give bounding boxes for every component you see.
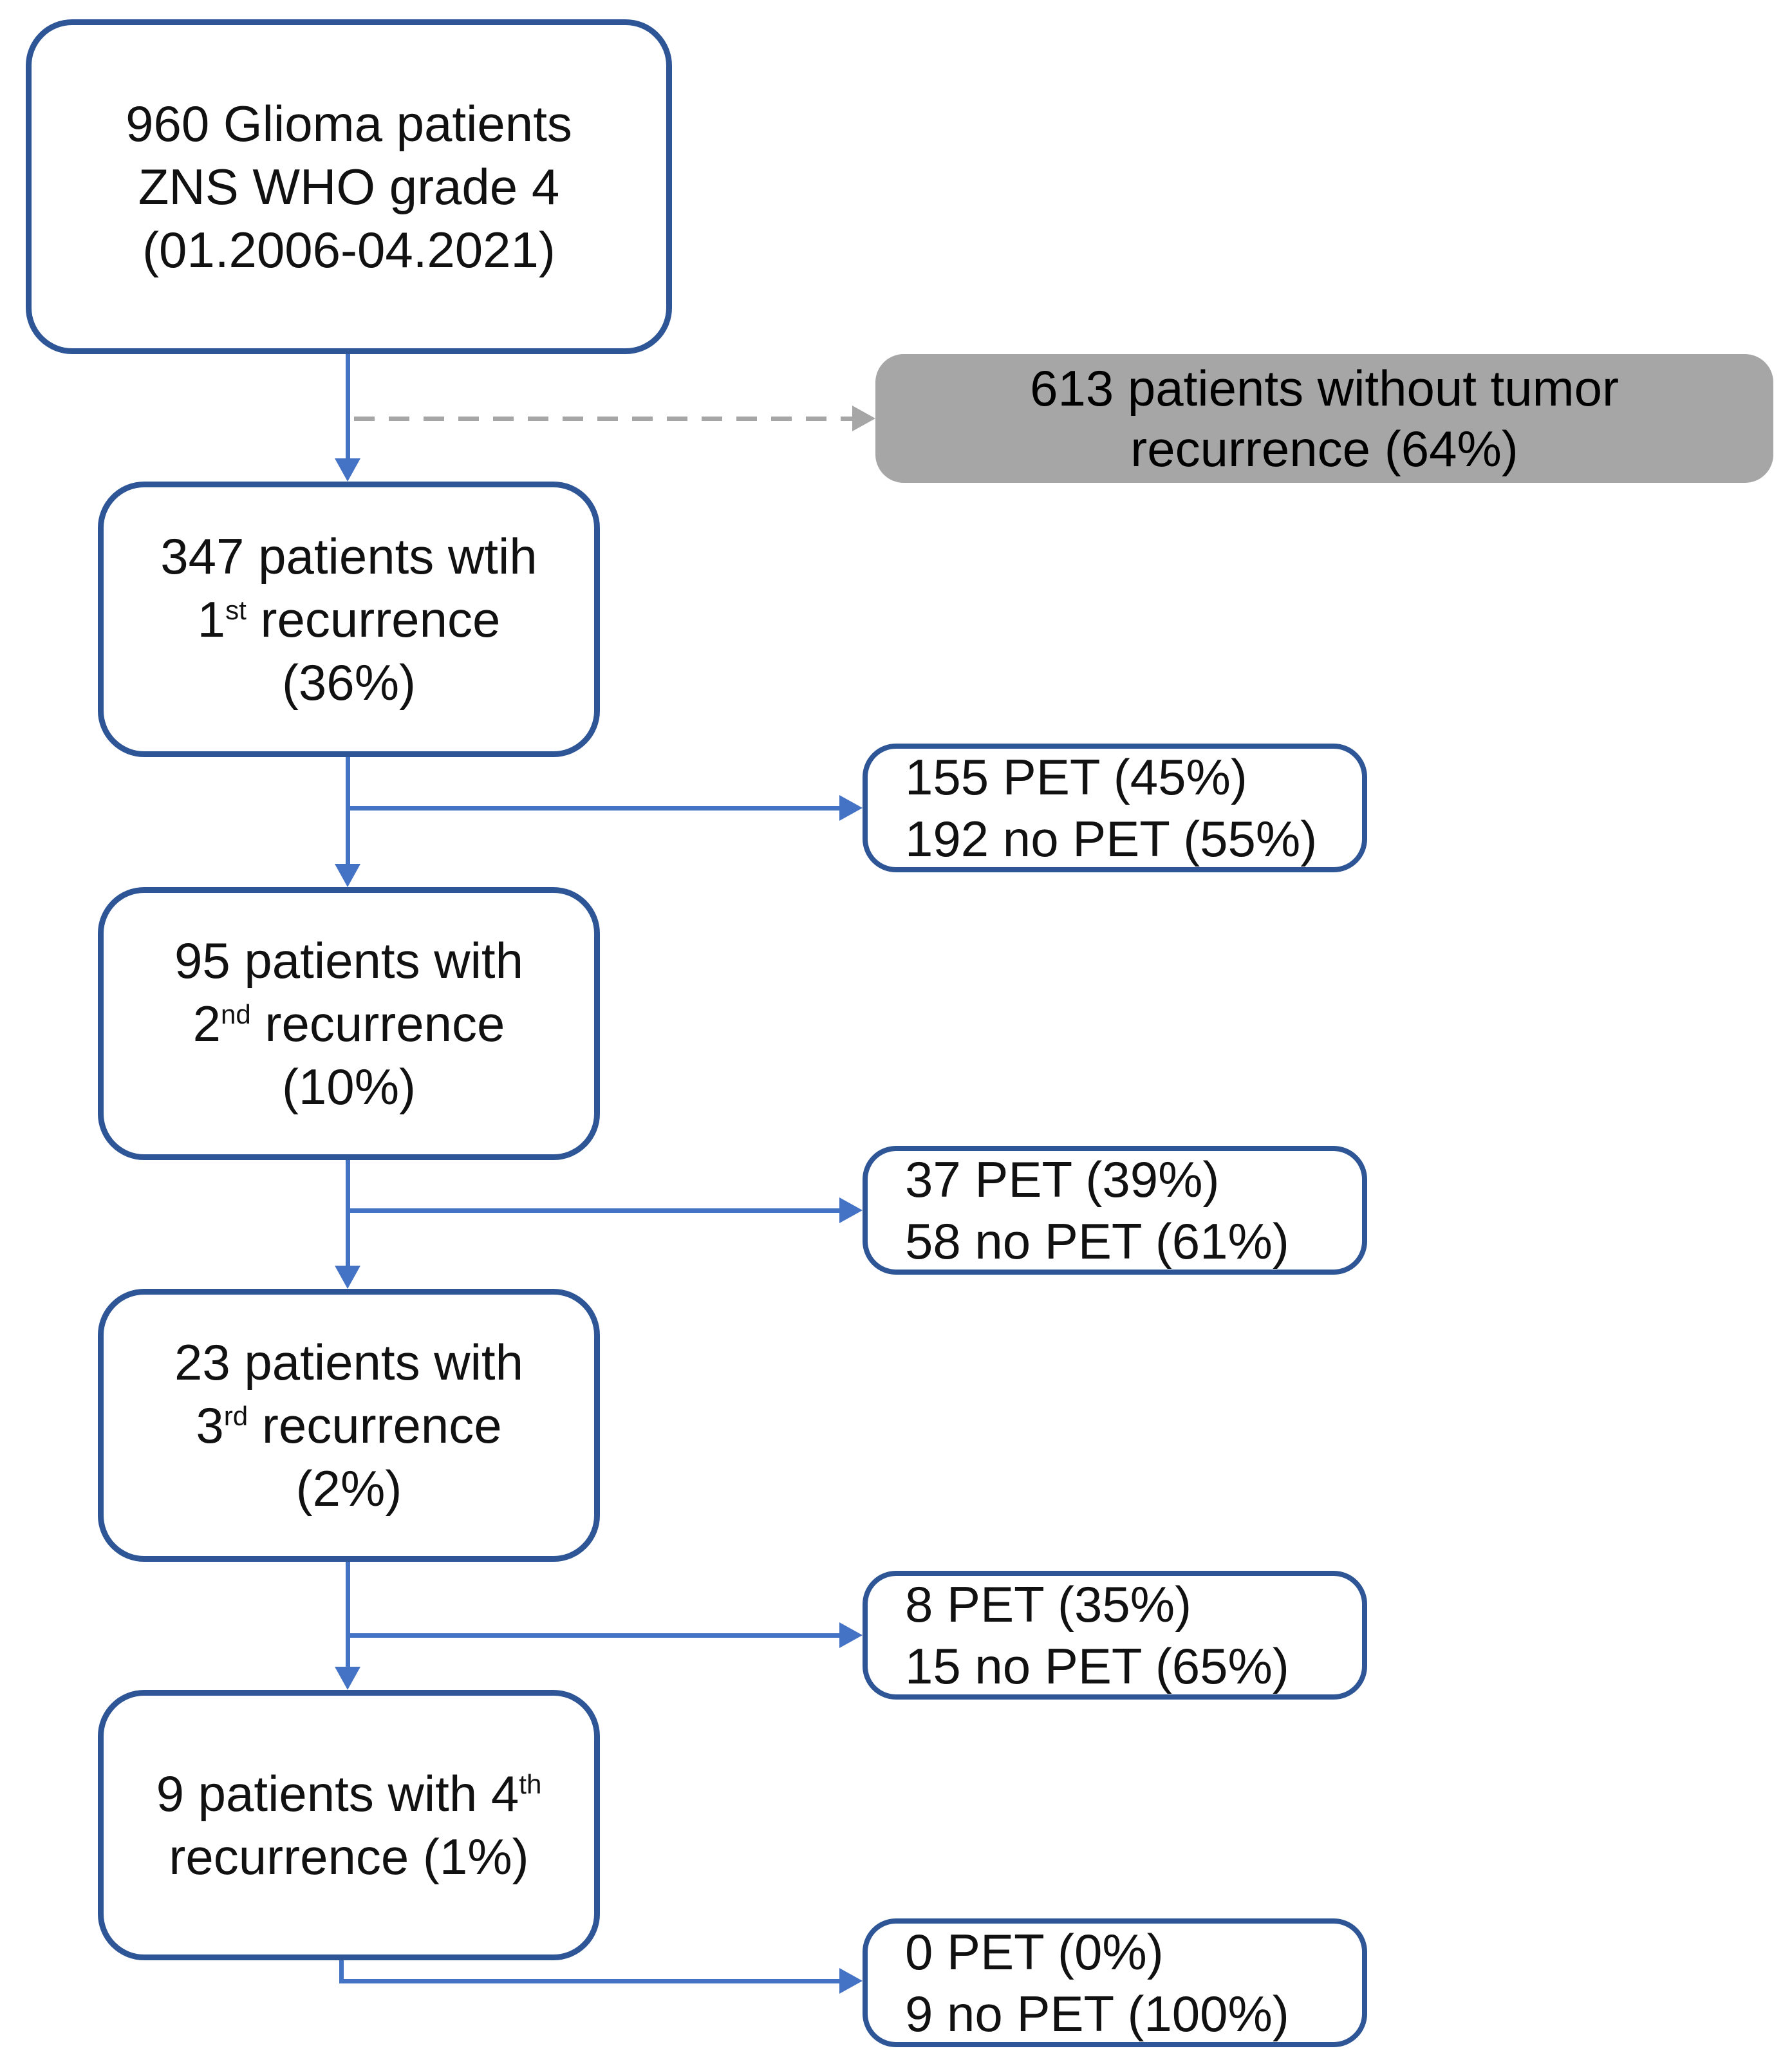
arrow-down-icon — [335, 864, 360, 887]
pet-breakdown-3-box: 8 PET (35%) 15 no PET (65%) — [863, 1571, 1367, 1700]
ordinal-number: 1 — [197, 591, 226, 648]
connector-r1-to-r2 — [346, 757, 350, 864]
pet2-line2: 58 no PET (61%) — [905, 1213, 1289, 1270]
fourth-recurrence-box: 9 patients with 4th recurrence (1%) — [98, 1690, 600, 1960]
pet-breakdown-4-box: 0 PET (0%) 9 no PET (100%) — [863, 1918, 1367, 2047]
connector-r3-to-pet3 — [348, 1633, 841, 1638]
ordinal-after: recurrence — [248, 1397, 502, 1454]
arrow-down-icon — [335, 458, 360, 482]
connector-r3-to-r4 — [346, 1562, 350, 1667]
initial-cohort-line3: (01.2006-04.2021) — [142, 221, 555, 278]
connector-initial-to-r1 — [346, 354, 350, 462]
excluded-line1: 613 patients without tumor — [1030, 360, 1619, 417]
pet3-line1: 8 PET (35%) — [905, 1576, 1192, 1633]
pet-breakdown-2-box: 37 PET (39%) 58 no PET (61%) — [863, 1146, 1367, 1275]
ordinal-number: 3 — [196, 1397, 224, 1454]
ordinal-after: recurrence — [250, 995, 505, 1052]
connector-initial-to-excluded — [354, 417, 852, 421]
ordinal-number: 2 — [192, 995, 221, 1052]
first-recurrence-line2: 1st recurrence — [198, 588, 501, 651]
pet1-line2: 192 no PET (55%) — [905, 811, 1318, 867]
initial-cohort-line2: ZNS WHO grade 4 — [138, 158, 560, 215]
arrow-right-icon — [839, 1622, 863, 1648]
ordinal-suffix: nd — [221, 999, 251, 1029]
fourth-recurrence-line2: recurrence (1%) — [169, 1828, 529, 1885]
pet4-line2: 9 no PET (100%) — [905, 1985, 1289, 2042]
fourth-recurrence-line1: 9 patients with 4th — [156, 1762, 542, 1825]
ordinal-after: recurrence — [246, 591, 501, 648]
excluded-line2: recurrence (64%) — [1130, 420, 1518, 477]
third-recurrence-line1: 23 patients with — [174, 1334, 523, 1391]
third-recurrence-box: 23 patients with 3rd recurrence (2%) — [98, 1289, 600, 1562]
pet1-line1: 155 PET (45%) — [905, 749, 1247, 805]
third-recurrence-line3: (2%) — [295, 1460, 402, 1517]
second-recurrence-line3: (10%) — [281, 1058, 416, 1115]
arrow-down-icon — [335, 1667, 360, 1690]
arrow-right-icon — [839, 1968, 863, 1994]
pet3-line2: 15 no PET (65%) — [905, 1638, 1289, 1694]
second-recurrence-line1: 95 patients with — [174, 932, 523, 989]
pet4-line1: 0 PET (0%) — [905, 1924, 1164, 1980]
third-recurrence-line2: 3rd recurrence — [196, 1394, 501, 1457]
second-recurrence-line2: 2nd recurrence — [193, 992, 505, 1055]
first-recurrence-line1: 347 patients wtih — [160, 528, 537, 585]
excluded-no-recurrence-box: 613 patients without tumor recurrence (6… — [875, 354, 1773, 483]
arrow-right-icon — [839, 1197, 863, 1223]
ordinal-suffix: th — [519, 1769, 542, 1799]
pet-breakdown-1-box: 155 PET (45%) 192 no PET (55%) — [863, 744, 1367, 872]
initial-cohort-box: 960 Glioma patients ZNS WHO grade 4 (01.… — [26, 19, 672, 354]
connector-r4-stub — [339, 1960, 344, 1983]
first-recurrence-line3: (36%) — [281, 654, 416, 711]
initial-cohort-line1: 960 Glioma patients — [126, 95, 572, 152]
connector-r2-to-r3 — [346, 1160, 350, 1266]
arrow-right-gray-icon — [852, 406, 875, 431]
arrow-down-icon — [335, 1266, 360, 1289]
ordinal-suffix: rd — [223, 1401, 248, 1431]
connector-r1-to-pet1 — [348, 806, 841, 811]
arrow-right-icon — [839, 795, 863, 821]
ordinal-number: 9 patients with 4 — [156, 1765, 519, 1822]
first-recurrence-box: 347 patients wtih 1st recurrence (36%) — [98, 482, 600, 757]
ordinal-suffix: st — [225, 595, 247, 625]
connector-r2-to-pet2 — [348, 1208, 841, 1213]
pet2-line1: 37 PET (39%) — [905, 1151, 1220, 1208]
second-recurrence-box: 95 patients with 2nd recurrence (10%) — [98, 887, 600, 1160]
connector-r4-to-pet4 — [339, 1979, 841, 1983]
